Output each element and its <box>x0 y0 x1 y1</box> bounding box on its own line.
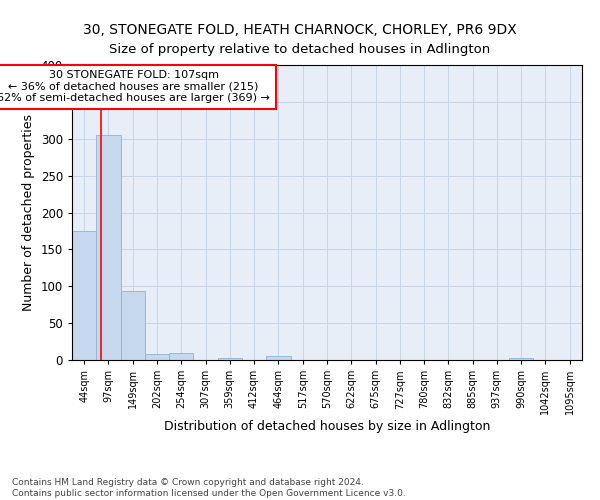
Text: Contains HM Land Registry data © Crown copyright and database right 2024.
Contai: Contains HM Land Registry data © Crown c… <box>12 478 406 498</box>
Bar <box>97 135 121 360</box>
Text: 30, STONEGATE FOLD, HEATH CHARNOCK, CHORLEY, PR6 9DX: 30, STONEGATE FOLD, HEATH CHARNOCK, CHOR… <box>83 22 517 36</box>
Text: Size of property relative to detached houses in Adlington: Size of property relative to detached ho… <box>109 42 491 56</box>
Bar <box>121 292 145 360</box>
Y-axis label: Number of detached properties: Number of detached properties <box>22 114 35 311</box>
Bar <box>145 354 169 360</box>
Bar <box>72 231 97 360</box>
Bar <box>218 358 242 360</box>
Bar <box>169 352 193 360</box>
X-axis label: Distribution of detached houses by size in Adlington: Distribution of detached houses by size … <box>164 420 490 433</box>
Bar <box>266 356 290 360</box>
Bar <box>509 358 533 360</box>
Text: 30 STONEGATE FOLD: 107sqm
← 36% of detached houses are smaller (215)
62% of semi: 30 STONEGATE FOLD: 107sqm ← 36% of detac… <box>0 70 270 103</box>
